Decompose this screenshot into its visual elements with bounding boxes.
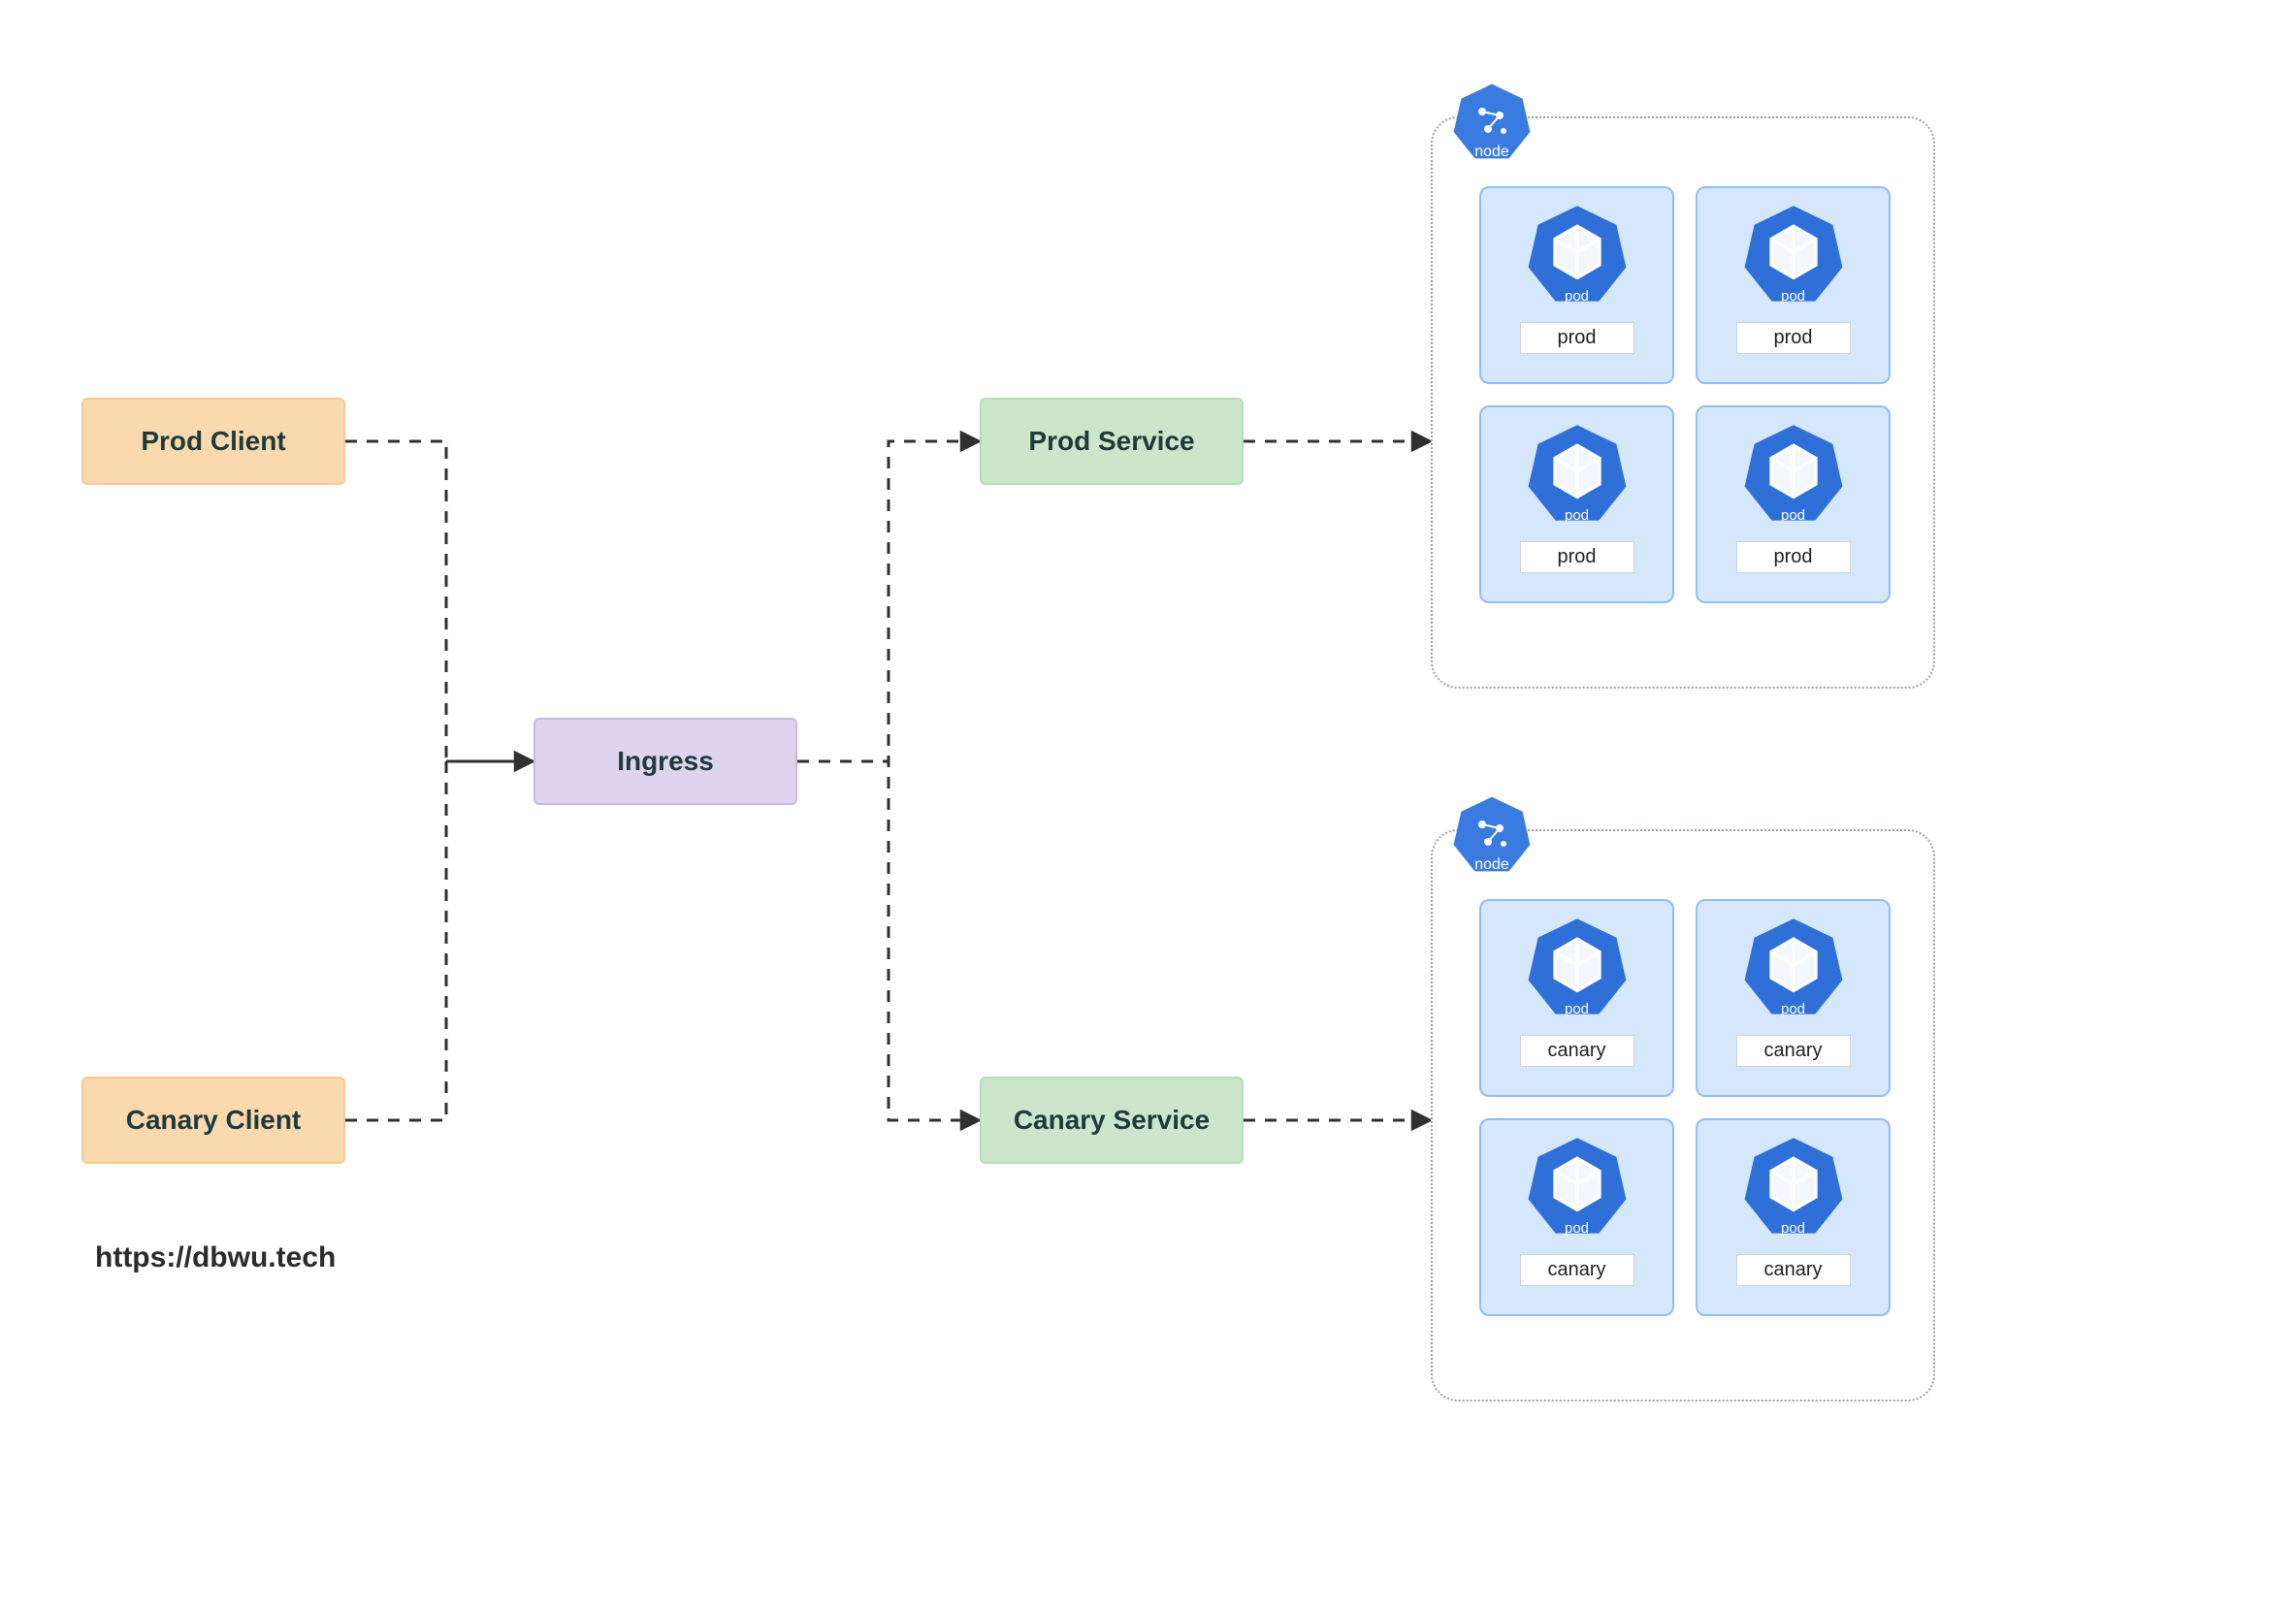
pod-icon-label: pod: [1524, 288, 1631, 305]
prod-service-label: Prod Service: [1028, 426, 1194, 457]
pod-card: pod canary: [1696, 899, 1891, 1097]
canary-service-label: Canary Service: [1014, 1105, 1210, 1136]
pod-icon: pod: [1524, 911, 1631, 1027]
ingress-box: Ingress: [534, 718, 797, 805]
pod-icon: pod: [1740, 417, 1847, 533]
pod-icon-label: pod: [1524, 1220, 1631, 1237]
canary-service-box: Canary Service: [980, 1077, 1244, 1164]
pod-label: canary: [1520, 1254, 1634, 1286]
pod-icon-label: pod: [1524, 507, 1631, 524]
pod-card: pod prod: [1479, 186, 1674, 384]
pod-label: canary: [1736, 1254, 1851, 1286]
canary-node-cluster: node pod canary pod canary: [1431, 829, 1935, 1401]
node-badge-label: node: [1474, 144, 1509, 161]
pods-grid: pod canary pod canary pod canary: [1479, 899, 1891, 1316]
pod-card: pod prod: [1479, 405, 1674, 603]
edge: [797, 441, 980, 761]
pod-card: pod canary: [1696, 1118, 1891, 1316]
pod-card: pod canary: [1479, 899, 1674, 1097]
pod-icon: pod: [1524, 198, 1631, 314]
pod-card: pod prod: [1696, 405, 1891, 603]
pod-icon-label: pod: [1740, 1220, 1847, 1237]
edges-layer: [0, 0, 2296, 1610]
pods-grid: pod prod pod prod pod prod: [1479, 186, 1891, 603]
pod-icon: pod: [1524, 417, 1631, 533]
pod-label: prod: [1736, 322, 1851, 354]
pod-icon: pod: [1740, 1130, 1847, 1246]
pod-label: prod: [1520, 322, 1634, 354]
pod-label: canary: [1520, 1035, 1634, 1067]
ingress-label: Ingress: [617, 746, 714, 777]
pod-label: prod: [1520, 541, 1634, 573]
edge: [345, 761, 446, 1120]
edge: [345, 441, 446, 761]
canary-client-label: Canary Client: [126, 1105, 302, 1136]
prod-client-label: Prod Client: [141, 426, 285, 457]
pod-card: pod canary: [1479, 1118, 1674, 1316]
node-badge: node: [1450, 76, 1534, 171]
pod-icon-label: pod: [1740, 1001, 1847, 1017]
pod-card: pod prod: [1696, 186, 1891, 384]
node-badge: node: [1450, 789, 1534, 884]
prod-client-box: Prod Client: [81, 398, 345, 485]
pod-icon: pod: [1740, 911, 1847, 1027]
pod-icon-label: pod: [1740, 288, 1847, 305]
footer-url: https://dbwu.tech: [95, 1241, 336, 1274]
prod-service-box: Prod Service: [980, 398, 1244, 485]
pod-icon: pod: [1740, 198, 1847, 314]
pod-icon: pod: [1524, 1130, 1631, 1246]
pod-label: prod: [1736, 541, 1851, 573]
pod-icon-label: pod: [1524, 1001, 1631, 1017]
edge: [797, 761, 980, 1120]
node-badge-label: node: [1474, 856, 1509, 874]
pod-label: canary: [1736, 1035, 1851, 1067]
canary-client-box: Canary Client: [81, 1077, 345, 1164]
pod-icon-label: pod: [1740, 507, 1847, 524]
prod-node-cluster: node pod prod pod prod: [1431, 116, 1935, 689]
diagram-stage: Prod Client Canary Client Ingress Prod S…: [0, 0, 2296, 1610]
